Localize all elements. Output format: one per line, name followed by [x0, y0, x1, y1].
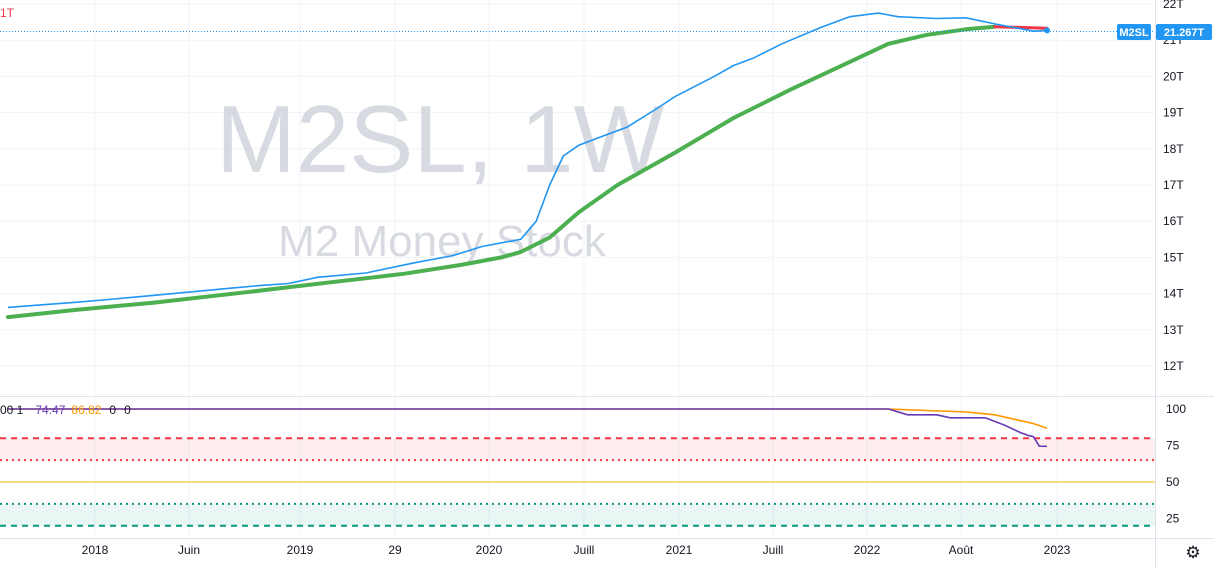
oscillator-line [7, 408, 1048, 448]
watermark: M2SL, 1W M2 Money Stock [216, 86, 665, 266]
moving-average-recent-line [993, 25, 1049, 30]
time-tick-label: Juill [574, 543, 595, 557]
watermark-symbol: M2SL, 1W [216, 86, 665, 193]
oscillator-axis[interactable]: 100 75 50 25 [1166, 402, 1186, 526]
price-tick-label: 17T [1163, 178, 1184, 192]
indicator-value-3: 0 [109, 403, 116, 417]
indicator-header-prefix: 00 1 [0, 403, 24, 417]
time-tick-label: 2023 [1044, 543, 1071, 557]
time-tick-label: 2022 [854, 543, 881, 557]
price-tick-label: 13T [1163, 323, 1184, 337]
price-tick-label: 16T [1163, 214, 1184, 228]
watermark-description: M2 Money Stock [278, 217, 607, 266]
oscillator-signal-line [7, 408, 1048, 429]
top-left-label: 1T [0, 6, 15, 20]
oscillator-tick-label: 75 [1166, 439, 1180, 453]
price-badge-symbol-bg [1117, 24, 1151, 40]
oscillator-bands [0, 437, 1155, 527]
time-tick-label: 2020 [476, 543, 503, 557]
series-layer [5, 12, 1051, 448]
grid-lines [0, 0, 1155, 538]
price-badge-value: 21.267T [1164, 27, 1205, 39]
time-tick-label: 29 [388, 543, 402, 557]
price-tick-label: 20T [1163, 69, 1184, 83]
price-tick-label: 14T [1163, 287, 1184, 301]
oscillator-tick-label: 100 [1166, 402, 1186, 416]
price-tick-label: 18T [1163, 142, 1184, 156]
price-tick-label: 22T [1163, 0, 1184, 11]
oversold-zone [0, 503, 1155, 526]
price-badge-symbol: M2SL [1119, 27, 1149, 39]
price-badge-value-bg [1156, 24, 1212, 40]
time-tick-label: 2019 [287, 543, 314, 557]
time-tick-label: Août [949, 543, 974, 557]
time-tick-label: Juin [178, 543, 200, 557]
indicator-header[interactable]: 00 1 74.47 86.82 0 0 [0, 403, 131, 417]
moving-average-line [5, 24, 997, 320]
price-line [7, 12, 1048, 309]
oscillator-tick-label: 25 [1166, 512, 1180, 526]
time-axis[interactable]: 2018 Juin 2019 29 2020 Juill 2021 Juill 2022 Août… [82, 543, 1071, 557]
price-badge[interactable]: M2SL 21.267T [1117, 24, 1212, 40]
oscillator-tick-label: 50 [1166, 475, 1180, 489]
price-tick-label: 12T [1163, 359, 1184, 373]
gear-icon[interactable]: ⚙ [1185, 543, 1201, 562]
indicator-value-1: 74.47 [35, 403, 65, 417]
time-tick-label: Juill [763, 543, 784, 557]
indicator-value-4: 0 [124, 403, 131, 417]
overbought-zone [0, 438, 1155, 461]
price-tick-label: 15T [1163, 250, 1184, 264]
time-tick-label: 2018 [82, 543, 109, 557]
last-price-dot [1044, 27, 1051, 34]
indicator-value-2: 86.82 [71, 403, 101, 417]
price-tick-label: 19T [1163, 106, 1184, 120]
time-tick-label: 2021 [666, 543, 693, 557]
